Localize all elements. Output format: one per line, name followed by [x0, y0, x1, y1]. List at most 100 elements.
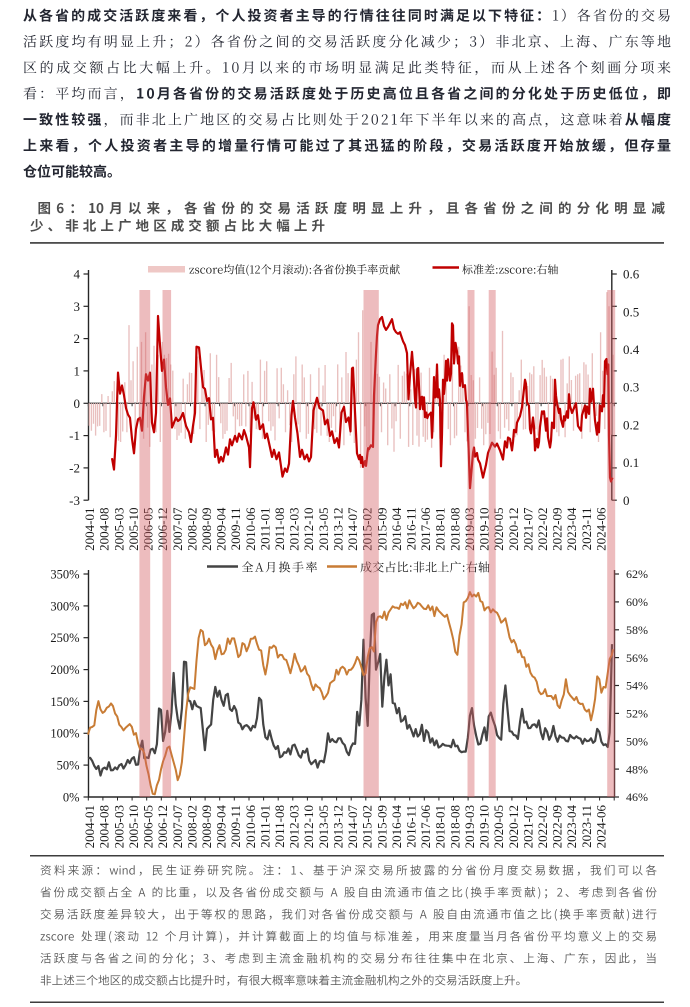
- svg-text:2023-11: 2023-11: [579, 508, 594, 551]
- svg-text:150%: 150%: [50, 695, 79, 709]
- svg-text:2015-02: 2015-02: [360, 508, 375, 551]
- svg-text:0.5: 0.5: [623, 304, 639, 319]
- svg-text:2009-04: 2009-04: [214, 507, 229, 551]
- svg-text:2018-01: 2018-01: [433, 508, 448, 551]
- svg-text:0: 0: [623, 493, 630, 508]
- svg-text:2011-08: 2011-08: [272, 805, 287, 848]
- svg-text:2013-12: 2013-12: [331, 508, 346, 551]
- svg-text:2022-02: 2022-02: [535, 508, 550, 551]
- svg-text:100%: 100%: [50, 727, 79, 741]
- svg-text:2014-07: 2014-07: [345, 507, 360, 551]
- svg-text:300%: 300%: [50, 599, 79, 613]
- svg-text:2005-10: 2005-10: [126, 508, 141, 551]
- svg-text:2005-03: 2005-03: [111, 508, 126, 551]
- svg-text:2024-06: 2024-06: [593, 805, 608, 849]
- svg-text:2004-01: 2004-01: [82, 805, 97, 848]
- svg-text:2: 2: [74, 331, 81, 346]
- svg-text:52%: 52%: [626, 707, 648, 721]
- svg-text:2011-08: 2011-08: [272, 508, 287, 551]
- svg-text:3: 3: [74, 299, 81, 314]
- svg-text:2019-10: 2019-10: [477, 805, 492, 848]
- svg-text:2008-09: 2008-09: [199, 508, 214, 551]
- svg-text:2023-11: 2023-11: [579, 805, 594, 848]
- svg-text:2020-05: 2020-05: [491, 508, 506, 551]
- svg-text:2005-10: 2005-10: [126, 805, 141, 848]
- svg-text:2008-02: 2008-02: [184, 805, 199, 848]
- svg-text:-1: -1: [69, 428, 80, 443]
- svg-text:0.4: 0.4: [623, 342, 640, 357]
- svg-text:48%: 48%: [626, 762, 648, 776]
- svg-text:2019-10: 2019-10: [477, 508, 492, 551]
- svg-text:2006-12: 2006-12: [155, 805, 170, 848]
- svg-text:2008-09: 2008-09: [199, 805, 214, 848]
- svg-text:2005-03: 2005-03: [111, 805, 126, 848]
- svg-text:0%: 0%: [63, 790, 80, 804]
- svg-text:2006-12: 2006-12: [155, 508, 170, 551]
- svg-text:2016-11: 2016-11: [404, 805, 419, 848]
- svg-text:2009-11: 2009-11: [228, 805, 243, 848]
- svg-text:2023-04: 2023-04: [564, 507, 579, 551]
- svg-text:0: 0: [74, 396, 81, 411]
- svg-text:2022-02: 2022-02: [535, 805, 550, 848]
- svg-text:2016-11: 2016-11: [404, 508, 419, 551]
- svg-text:2013-05: 2013-05: [316, 805, 331, 848]
- svg-text:2018-01: 2018-01: [433, 805, 448, 848]
- svg-text:2016-04: 2016-04: [389, 507, 404, 551]
- svg-text:0.3: 0.3: [623, 380, 639, 395]
- svg-text:54%: 54%: [626, 679, 648, 693]
- svg-text:2012-03: 2012-03: [287, 805, 302, 848]
- svg-text:62%: 62%: [626, 567, 648, 581]
- svg-text:0.1: 0.1: [623, 455, 639, 470]
- svg-text:2004-08: 2004-08: [97, 805, 112, 848]
- svg-text:2017-06: 2017-06: [418, 507, 433, 551]
- svg-text:46%: 46%: [626, 790, 648, 804]
- svg-text:0.6: 0.6: [623, 267, 640, 282]
- svg-text:2020-12: 2020-12: [506, 508, 521, 551]
- svg-text:50%: 50%: [626, 735, 648, 749]
- svg-text:2019-03: 2019-03: [462, 805, 477, 848]
- svg-text:2021-07: 2021-07: [520, 507, 535, 551]
- svg-text:2014-07: 2014-07: [345, 805, 360, 849]
- svg-text:2020-05: 2020-05: [491, 805, 506, 848]
- svg-text:2022-09: 2022-09: [550, 805, 565, 848]
- svg-text:2004-01: 2004-01: [82, 508, 97, 551]
- svg-text:2012-03: 2012-03: [287, 508, 302, 551]
- svg-text:2017-06: 2017-06: [418, 805, 433, 849]
- svg-text:2008-02: 2008-02: [184, 508, 199, 551]
- svg-text:2015-09: 2015-09: [374, 508, 389, 551]
- svg-text:2007-07: 2007-07: [170, 507, 185, 551]
- svg-text:2006-05: 2006-05: [141, 805, 156, 848]
- svg-text:58%: 58%: [626, 623, 648, 637]
- svg-text:2009-04: 2009-04: [214, 805, 229, 849]
- svg-text:2013-05: 2013-05: [316, 508, 331, 551]
- svg-text:2013-12: 2013-12: [331, 805, 346, 848]
- svg-text:-3: -3: [69, 493, 80, 508]
- svg-text:2016-04: 2016-04: [389, 805, 404, 849]
- svg-text:2009-11: 2009-11: [228, 508, 243, 551]
- svg-text:60%: 60%: [626, 595, 648, 609]
- svg-text:-2: -2: [69, 461, 80, 476]
- svg-text:2020-12: 2020-12: [506, 805, 521, 848]
- svg-text:4: 4: [74, 267, 81, 282]
- svg-text:50%: 50%: [57, 759, 80, 773]
- svg-text:0.2: 0.2: [623, 417, 639, 432]
- svg-text:2015-02: 2015-02: [360, 805, 375, 848]
- svg-text:1: 1: [74, 364, 81, 379]
- svg-text:56%: 56%: [626, 651, 648, 665]
- svg-text:2024-06: 2024-06: [593, 507, 608, 551]
- svg-text:2018-08: 2018-08: [447, 508, 462, 551]
- svg-text:2022-09: 2022-09: [550, 508, 565, 551]
- svg-text:2012-10: 2012-10: [301, 508, 316, 551]
- svg-text:250%: 250%: [50, 631, 79, 645]
- svg-text:2018-08: 2018-08: [447, 805, 462, 848]
- svg-text:2004-08: 2004-08: [97, 508, 112, 551]
- svg-text:2021-07: 2021-07: [520, 805, 535, 849]
- svg-text:2010-06: 2010-06: [243, 805, 258, 849]
- svg-text:2010-06: 2010-06: [243, 507, 258, 551]
- svg-text:2006-05: 2006-05: [141, 508, 156, 551]
- svg-text:2011-01: 2011-01: [257, 508, 272, 551]
- svg-text:350%: 350%: [50, 567, 79, 581]
- svg-text:2023-04: 2023-04: [564, 805, 579, 849]
- svg-text:2007-07: 2007-07: [170, 805, 185, 849]
- svg-text:2019-03: 2019-03: [462, 508, 477, 551]
